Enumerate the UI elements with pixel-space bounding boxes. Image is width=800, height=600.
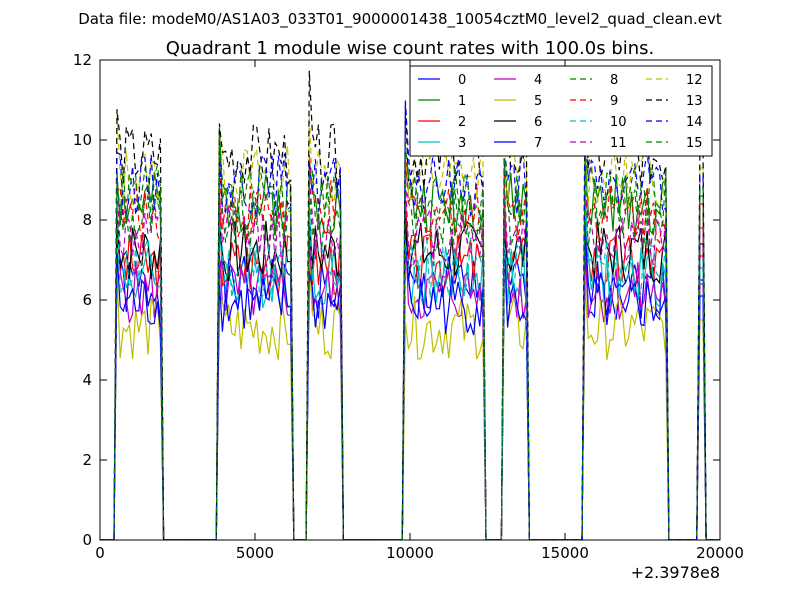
legend-label-4: 4 (534, 73, 542, 88)
legend-label-3: 3 (458, 136, 466, 151)
legend-label-13: 13 (686, 94, 703, 109)
series-line-14 (100, 100, 720, 540)
y-tick-label: 6 (82, 291, 92, 309)
chart-title: Quadrant 1 module wise count rates with … (166, 38, 655, 59)
plot-area: 0 5000 10000 15000 2000002468101201234567891… (73, 51, 744, 562)
x-tick-label: 10000 (386, 544, 434, 562)
legend-label-2: 2 (458, 115, 466, 130)
series-line-15 (100, 133, 720, 540)
legend-label-7: 7 (534, 136, 542, 151)
series-line-2 (100, 192, 720, 540)
legend-box (409, 65, 713, 157)
legend-label-8: 8 (610, 73, 618, 88)
series-line-8 (100, 138, 720, 540)
legend-label-10: 10 (610, 115, 627, 130)
legend-label-1: 1 (458, 94, 466, 109)
series-line-1 (100, 127, 720, 540)
series-line-5 (100, 257, 720, 540)
series-line-10 (100, 194, 720, 540)
y-tick-label: 2 (82, 451, 92, 469)
y-tick-label: 10 (73, 131, 92, 149)
legend-label-9: 9 (610, 94, 618, 109)
legend-label-12: 12 (686, 73, 703, 88)
series-lines (100, 70, 720, 540)
y-tick-label: 0 (82, 531, 92, 549)
legend-label-0: 0 (458, 73, 466, 88)
figure-suptitle: Data file: modeM0/AS1A03_033T01_90000014… (78, 10, 722, 29)
legend-label-11: 11 (610, 136, 627, 151)
legend-label-14: 14 (686, 115, 703, 130)
series-line-7 (100, 231, 720, 540)
x-axis: 0 5000 10000 15000 20000 (95, 60, 744, 562)
legend-label-15: 15 (686, 136, 703, 151)
x-offset-label: +2.3978e8 (631, 563, 720, 582)
y-tick-label: 12 (73, 51, 92, 69)
series-line-9 (100, 150, 720, 540)
x-tick-label: 5000 (236, 544, 274, 562)
y-tick-label: 8 (82, 211, 92, 229)
series-line-11 (100, 176, 720, 540)
x-tick-label: 0 (95, 544, 105, 562)
legend-label-5: 5 (534, 94, 542, 109)
x-tick-label: 15000 (541, 544, 589, 562)
legend-label-6: 6 (534, 115, 542, 130)
x-tick-label: 20000 (696, 544, 744, 562)
y-tick-label: 4 (82, 371, 92, 389)
